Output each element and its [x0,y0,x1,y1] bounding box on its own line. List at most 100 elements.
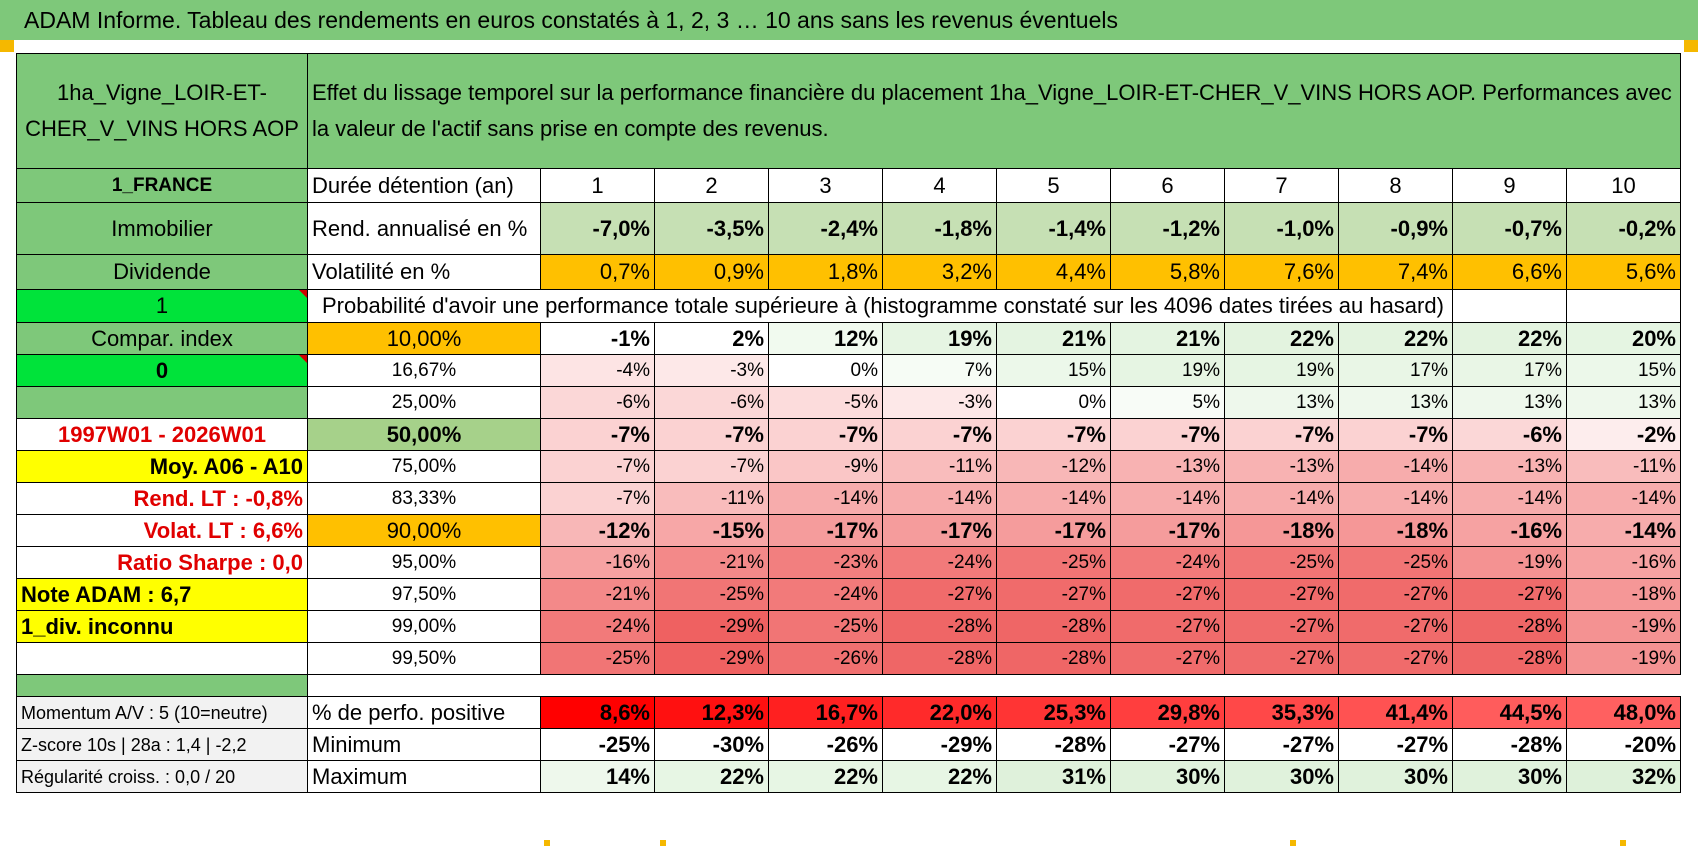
quantile-value: 15% [1566,354,1681,387]
quantile-value: 7% [882,354,997,387]
tick-mark [1620,840,1626,846]
prob-title: Probabilité d'avoir une performance tota… [307,289,1453,323]
quantile-value: -27% [1110,578,1225,611]
pos-value: 35,3% [1224,696,1339,729]
quantile-label: 97,50% [307,578,541,611]
compar-index-cell: Compar. index [16,322,308,355]
quantile-value: 19% [882,322,997,355]
quantile-value: -24% [1110,546,1225,579]
income-cell: Dividende [16,254,308,290]
rend-value: -7,0% [540,202,655,255]
quantile-value: -11% [654,482,769,515]
quantile-label: 25,00% [307,386,541,419]
quantile-value: -27% [1110,610,1225,643]
quantile-value: -14% [1110,482,1225,515]
pos-value: 44,5% [1452,696,1567,729]
pos-value: 29,8% [1110,696,1225,729]
quantile-value: -7% [540,418,655,451]
pos-label: % de perfo. positive [307,696,541,729]
note-adam-cell: Note ADAM : 6,7 [16,578,308,611]
quantile-value: -17% [1110,514,1225,547]
max-value: 31% [996,760,1111,793]
year-header: 5 [996,168,1111,203]
quantile-value: -28% [882,610,997,643]
rend-value: -3,5% [654,202,769,255]
max-value: 22% [882,760,997,793]
quantile-value: 13% [1566,386,1681,419]
quantile-value: -14% [1566,514,1681,547]
vol-value: 0,7% [540,254,655,290]
quantile-value: -28% [996,610,1111,643]
pos-value: 12,3% [654,696,769,729]
quantile-value: -27% [996,578,1111,611]
quantile-value: -7% [996,418,1111,451]
vol-value: 6,6% [1452,254,1567,290]
quantile-value: -18% [1224,514,1339,547]
year-header: 4 [882,168,997,203]
quantile-value: -14% [1338,482,1453,515]
quantile-value: -12% [540,514,655,547]
pos-value: 41,4% [1338,696,1453,729]
quantile-value: -12% [996,450,1111,483]
vol-value: 0,9% [654,254,769,290]
pos-value: 8,6% [540,696,655,729]
max-value: 14% [540,760,655,793]
comment-marker [299,355,307,363]
quantile-value: -7% [540,482,655,515]
rend-value: -0,9% [1338,202,1453,255]
quantile-value: -19% [1566,610,1681,643]
empty-cell [1452,289,1567,323]
sharpe-cell: Ratio Sharpe : 0,0 [16,546,308,579]
quantile-value: 2% [654,322,769,355]
pos-value: 48,0% [1566,696,1681,729]
max-value: 30% [1452,760,1567,793]
quantile-label: 95,00% [307,546,541,579]
quantile-value: -9% [768,450,883,483]
quantile-value: -6% [654,386,769,419]
rend-value: -2,4% [768,202,883,255]
frame-marker-left [0,40,14,52]
quantile-value: -28% [1452,642,1567,675]
quantile-value: -5% [768,386,883,419]
quantile-value: -7% [540,450,655,483]
vol-value: 5,6% [1566,254,1681,290]
tick-mark [660,840,666,846]
spacer-green-cell [16,674,308,697]
quantile-value: -27% [1224,610,1339,643]
max-value: 22% [654,760,769,793]
pos-value: 16,7% [768,696,883,729]
quantile-value: -25% [1338,546,1453,579]
regularite-cell: Régularité croiss. : 0,0 / 20 [16,760,308,793]
quantile-value: 20% [1566,322,1681,355]
quantile-value: 13% [1224,386,1339,419]
quantile-value: -23% [768,546,883,579]
duration-label: Durée détention (an) [307,168,541,203]
min-value: -29% [882,728,997,761]
frame-marker-right [1684,40,1698,52]
volat-lt-cell: Volat. LT : 6,6% [16,514,308,547]
quantile-value: 12% [768,322,883,355]
max-value: 22% [768,760,883,793]
quantile-value: -28% [996,642,1111,675]
quantile-value: -28% [882,642,997,675]
max-value: 30% [1338,760,1453,793]
quantile-value: -13% [1452,450,1567,483]
quantile-value: -27% [1338,610,1453,643]
quantile-label: 50,00% [307,418,541,451]
quantile-value: -27% [882,578,997,611]
quantile-value: -14% [1452,482,1567,515]
quantile-value: -24% [882,546,997,579]
country-cell: 1_FRANCE [16,168,308,203]
quantile-value: -25% [768,610,883,643]
quantile-value: -24% [768,578,883,611]
rend-label: Rend. annualisé en % [307,202,541,255]
quantile-value: -11% [882,450,997,483]
quantile-value: -18% [1338,514,1453,547]
min-value: -25% [540,728,655,761]
quantile-value: -25% [540,642,655,675]
quantile-value: -21% [654,546,769,579]
year-header: 3 [768,168,883,203]
quantile-value: -14% [996,482,1111,515]
zscore-cell: Z-score 10s | 28a : 1,4 | -2,2 [16,728,308,761]
quantile-value: -24% [540,610,655,643]
